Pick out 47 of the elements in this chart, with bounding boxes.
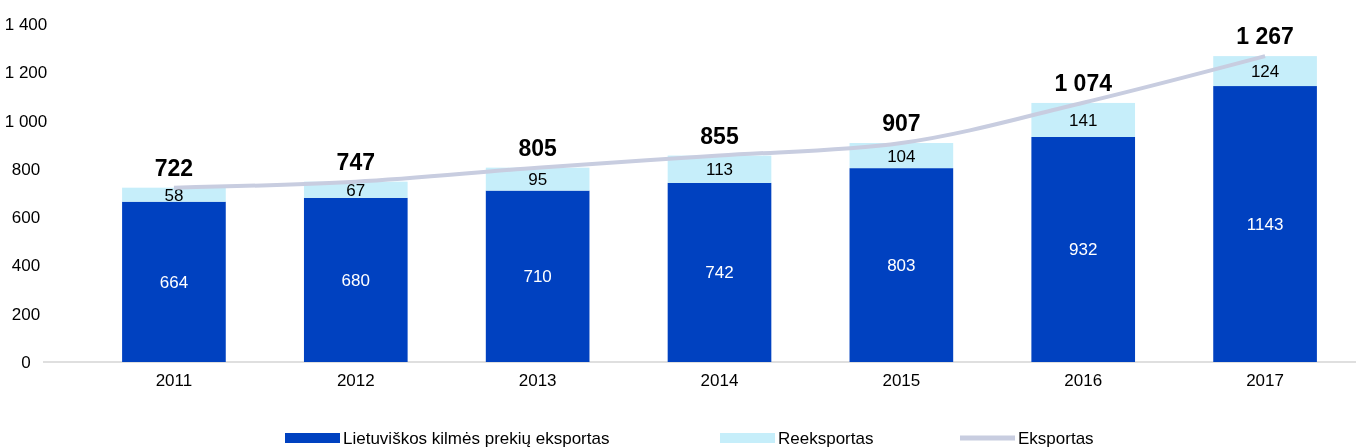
y-tick-label: 600	[11, 208, 41, 228]
y-tick-label: 400	[11, 256, 41, 276]
data-label: 95	[528, 170, 548, 190]
data-label: 855	[700, 122, 739, 149]
x-tick-label: 2011	[155, 371, 193, 391]
x-tick-label: 2012	[336, 371, 375, 391]
y-tick-label: 1 400	[4, 14, 48, 34]
bar	[1031, 136, 1136, 362]
y-tick-label: 0	[21, 352, 31, 372]
data-label: 1 074	[1054, 69, 1113, 96]
data-label: 67	[346, 180, 366, 200]
bar	[485, 190, 590, 362]
data-label: 805	[518, 134, 558, 161]
data-label: 710	[523, 267, 552, 287]
data-label: 932	[1069, 240, 1098, 260]
bar	[1031, 102, 1136, 137]
data-label: 664	[159, 272, 189, 292]
x-tick-label: 2013	[518, 371, 557, 391]
legend-label: Reeksportas	[778, 429, 874, 448]
bar	[1213, 86, 1317, 362]
y-tick-label: 200	[11, 304, 41, 324]
bar	[849, 168, 954, 362]
data-label: 742	[705, 263, 734, 283]
data-label: 680	[341, 270, 370, 290]
y-tick-label: 1 200	[4, 63, 48, 83]
y-tick-label: 800	[11, 159, 41, 179]
data-label: 141	[1069, 110, 1098, 130]
legend-label: Eksportas	[1018, 429, 1094, 448]
data-label: 1143	[1246, 215, 1284, 235]
data-label: 907	[882, 110, 921, 137]
data-label: 803	[887, 256, 916, 276]
bar	[667, 182, 772, 362]
legend-label: Lietuviškos kilmės prekių eksportas	[343, 429, 610, 448]
x-tick-label: 2017	[1246, 371, 1284, 391]
data-label: 124	[1250, 62, 1280, 82]
x-tick-label: 2015	[882, 371, 921, 391]
data-label: 1 267	[1236, 23, 1294, 50]
data-label: 747	[336, 148, 375, 175]
y-tick-label: 1 000	[4, 111, 48, 131]
data-label: 113	[705, 160, 734, 180]
bar	[303, 197, 408, 362]
data-label: 722	[154, 154, 194, 181]
bar	[122, 201, 226, 362]
data-label: 58	[164, 185, 184, 205]
x-tick-label: 2016	[1064, 371, 1103, 391]
data-label: 104	[887, 146, 916, 166]
x-tick-label: 2014	[700, 371, 739, 391]
